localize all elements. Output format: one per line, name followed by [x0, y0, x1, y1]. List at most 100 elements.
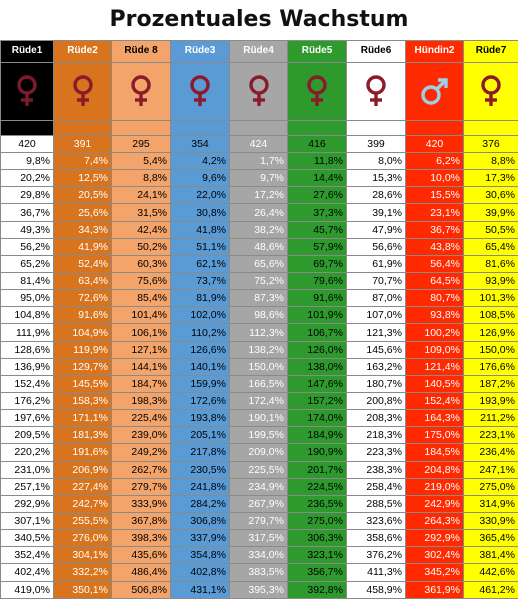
table-cell: 81,9%	[170, 289, 230, 308]
table-cell: 50,2%	[111, 237, 171, 256]
table-cell: 199,5%	[229, 426, 288, 445]
spacer-cell	[111, 120, 171, 136]
table-cell: 323,1%	[287, 546, 347, 565]
table-cell: 211,2%	[463, 409, 518, 428]
table-cell: 361,9%	[405, 580, 464, 599]
table-cell: 119,9%	[53, 340, 112, 359]
table-cell: 138,2%	[229, 340, 288, 359]
table-cell: 398,3%	[111, 529, 171, 548]
column-header: Rüde1	[0, 40, 54, 63]
table-row: 49,3% 34,3% 42,4% 41,8% 38,2% 45,7% 47,9% 36,7%…	[0, 220, 518, 239]
table-cell: 8,8%	[463, 152, 518, 171]
table-cell: 93,9%	[463, 272, 518, 291]
table-cell: 402,8%	[170, 563, 230, 582]
table-cell: 128,6%	[0, 340, 54, 359]
table-cell: 108,5%	[463, 306, 518, 325]
table-cell: 95,0%	[0, 289, 54, 308]
table-cell: 193,9%	[463, 391, 518, 411]
table-cell: 187,2%	[463, 374, 518, 394]
table-cell: 354,8%	[170, 546, 230, 565]
table-cell: 126,6%	[170, 340, 230, 359]
table-cell: 22,0%	[170, 186, 230, 205]
table-cell: 180,7%	[346, 374, 406, 394]
table-cell: 9,8%	[0, 152, 54, 171]
table-cell: 486,4%	[111, 563, 171, 582]
table-cell: 75,2%	[229, 272, 288, 291]
female-icon	[287, 61, 347, 122]
table-cell: 145,5%	[53, 374, 112, 394]
table-cell: 225,5%	[229, 460, 288, 479]
table-cell: 17,3%	[463, 169, 518, 188]
table-cell: 110,2%	[170, 323, 230, 342]
table-cell: 101,3%	[463, 289, 518, 308]
table-cell: 166,5%	[229, 374, 288, 394]
table-cell: 98,6%	[229, 306, 288, 325]
table-cell: 48,6%	[229, 237, 288, 256]
table-cell: 64,5%	[405, 272, 464, 291]
table-cell: 249,2%	[111, 443, 171, 462]
table-cell: 56,6%	[346, 237, 406, 256]
table-cell: 20,2%	[0, 169, 54, 188]
table-cell: 204,8%	[405, 460, 464, 479]
table-cell: 43,8%	[405, 237, 464, 256]
base-value-cell: 424	[229, 134, 288, 154]
table-cell: 81,4%	[0, 272, 54, 291]
base-value-cell: 295	[111, 134, 171, 154]
table-cell: 23,1%	[405, 203, 464, 222]
table-cell: 62,1%	[170, 254, 230, 274]
table-cell: 79,6%	[287, 272, 347, 291]
table-row: 9,8% 7,4% 5,4% 4,2% 1,7% 11,8% 8,0% 6,2% 8,8%	[0, 152, 518, 171]
table-cell: 51,1%	[170, 237, 230, 256]
table-cell: 52,4%	[53, 254, 112, 274]
table-cell: 65,4%	[463, 237, 518, 256]
table-cell: 184,9%	[287, 426, 347, 445]
table-cell: 358,6%	[346, 529, 406, 548]
table-cell: 275,0%	[463, 477, 518, 496]
table-cell: 102,0%	[170, 306, 230, 325]
table-cell: 36,7%	[405, 220, 464, 239]
table-cell: 9,7%	[229, 169, 288, 188]
table-cell: 129,7%	[53, 357, 112, 376]
column-header: Rüde2	[53, 40, 112, 63]
base-value-cell: 420	[0, 134, 54, 154]
table-cell: 20,5%	[53, 186, 112, 205]
table-cell: 24,1%	[111, 186, 171, 205]
table-cell: 458,9%	[346, 580, 406, 599]
table-row: 81,4% 63,4% 75,6% 73,7% 75,2% 79,6% 70,7% 64,5%…	[0, 272, 518, 291]
table-cell: 72,6%	[53, 289, 112, 308]
table-cell: 176,6%	[463, 357, 518, 376]
table-cell: 73,7%	[170, 272, 230, 291]
table-cell: 381,4%	[463, 546, 518, 565]
table-cell: 332,2%	[53, 563, 112, 582]
table-cell: 411,3%	[346, 563, 406, 582]
female-icon	[463, 61, 518, 122]
table-cell: 220,2%	[0, 443, 54, 462]
table-row: 136,9% 129,7% 144,1% 140,1% 150,0% 138,0% 163,…	[0, 357, 518, 376]
female-icon	[0, 61, 54, 122]
table-cell: 191,6%	[53, 443, 112, 462]
table-cell: 60,3%	[111, 254, 171, 274]
column-header: Hündin2	[405, 40, 464, 63]
table-cell: 121,4%	[405, 357, 464, 376]
table-row: 307,1% 255,5% 367,8% 306,8% 279,7% 275,0% 323,…	[0, 511, 518, 531]
table-cell: 307,1%	[0, 511, 54, 531]
table-cell: 506,8%	[111, 580, 171, 599]
table-cell: 65,6%	[229, 254, 288, 274]
table-cell: 242,9%	[405, 494, 464, 513]
header-row: Rüde1 Rüde2 Rüde 8 Rüde3 Rüde4 Rüde5 Rüde6 Hünd…	[0, 40, 518, 63]
table-cell: 257,1%	[0, 477, 54, 496]
table-cell: 262,7%	[111, 460, 171, 479]
table-cell: 174,0%	[287, 409, 347, 428]
table-cell: 126,9%	[463, 323, 518, 342]
table-cell: 10,0%	[405, 169, 464, 188]
table-cell: 31,5%	[111, 203, 171, 222]
table-cell: 431,1%	[170, 580, 230, 599]
table-cell: 376,2%	[346, 546, 406, 565]
table-cell: 69,7%	[287, 254, 347, 274]
table-cell: 239,0%	[111, 426, 171, 445]
table-cell: 85,4%	[111, 289, 171, 308]
table-cell: 8,0%	[346, 152, 406, 171]
spacer-cell	[287, 120, 347, 136]
table-cell: 104,9%	[53, 323, 112, 342]
table-cell: 93,8%	[405, 306, 464, 325]
